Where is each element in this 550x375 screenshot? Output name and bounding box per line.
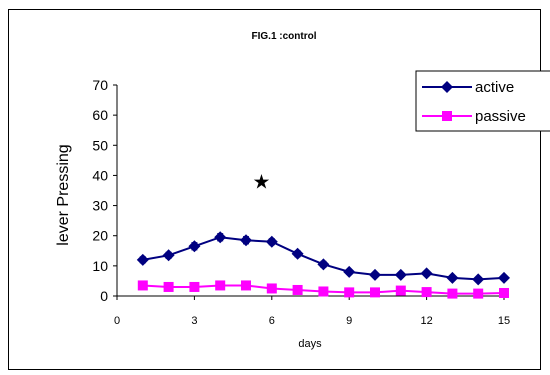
data-point-passive [395, 285, 406, 296]
data-point-active [265, 235, 278, 248]
data-point-active [136, 253, 149, 266]
x-tick-label: 6 [269, 315, 275, 327]
data-point-active [420, 267, 433, 280]
chart-title: FIG.1 :control [252, 31, 317, 42]
data-point-passive [241, 280, 251, 291]
data-point-passive [318, 286, 329, 297]
data-point-active [343, 265, 356, 278]
x-tick-label: 0 [114, 315, 120, 327]
data-point-active [162, 249, 175, 262]
y-tick-label: 60 [92, 107, 108, 123]
data-point-passive [266, 283, 277, 294]
y-tick-label: 50 [92, 137, 108, 153]
x-tick-label: 15 [498, 315, 510, 327]
x-tick-label: 9 [346, 315, 352, 327]
data-point-passive [370, 287, 380, 298]
data-point-active [188, 240, 201, 253]
legend-label-passive: passive [475, 108, 526, 125]
data-point-active [472, 273, 485, 286]
data-point-active [498, 271, 510, 284]
y-tick-label: 20 [92, 228, 108, 244]
legend-box [415, 70, 550, 132]
data-point-passive [137, 280, 148, 291]
x-tick-label: 12 [420, 315, 432, 327]
y-tick-label: 10 [92, 258, 108, 274]
data-point-active [214, 231, 227, 244]
data-point-active [394, 268, 407, 281]
data-point-passive [421, 287, 432, 298]
data-point-active [291, 247, 304, 260]
y-axis-label: lever Pressing [55, 144, 72, 245]
data-point-active [446, 271, 459, 284]
data-point-active [240, 234, 252, 247]
data-point-passive [447, 288, 458, 299]
legend-marker-passive [442, 111, 452, 121]
chart-frame [8, 9, 541, 370]
data-point-passive [473, 288, 484, 299]
data-point-passive [215, 280, 226, 291]
y-tick-label: 40 [92, 167, 108, 183]
y-tick-label: 70 [92, 77, 108, 93]
legend-label-active: active [475, 79, 514, 96]
x-axis-label: days [298, 338, 322, 350]
data-point-passive [292, 284, 303, 295]
significance-star-annotation: ★ [253, 171, 271, 193]
data-point-passive [499, 287, 509, 298]
x-tick-label: 3 [191, 315, 197, 327]
legend-marker-active [441, 81, 453, 93]
data-point-active [317, 258, 330, 271]
y-tick-label: 0 [100, 288, 108, 304]
data-point-passive [344, 287, 355, 298]
data-point-passive [163, 281, 174, 292]
data-point-active [369, 268, 381, 281]
y-tick-label: 30 [92, 198, 108, 214]
data-point-passive [189, 281, 200, 292]
